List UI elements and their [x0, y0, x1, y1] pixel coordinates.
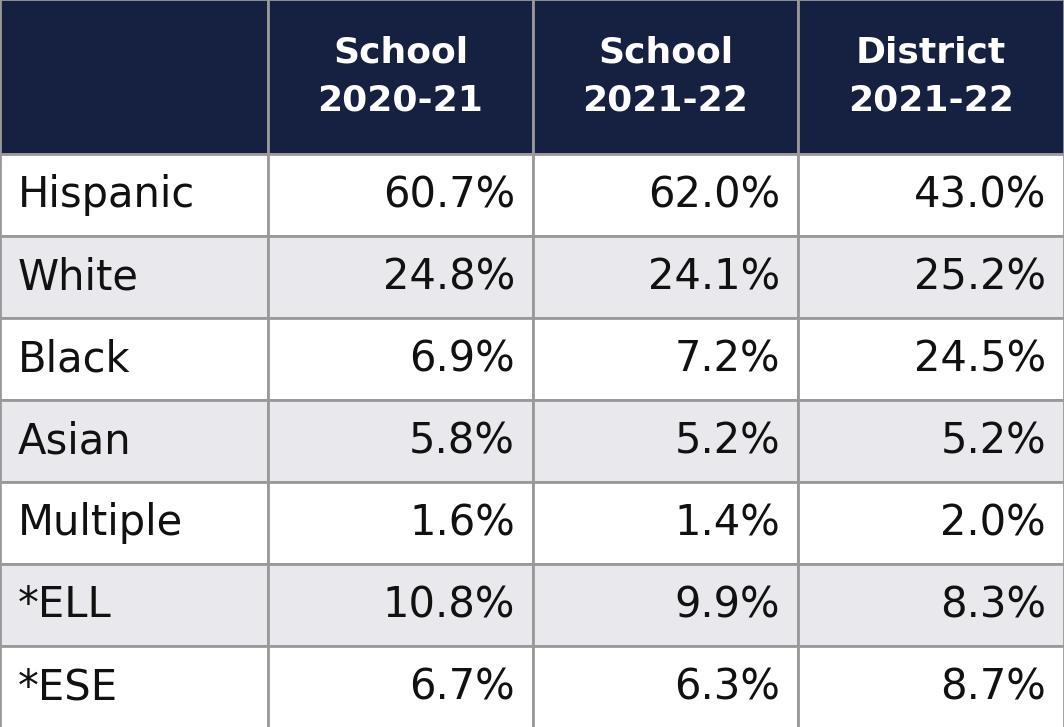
Bar	[268, 646, 533, 727]
Bar	[0, 236, 268, 318]
Bar	[0, 564, 268, 646]
Bar	[0, 400, 268, 482]
Text: 60.7%: 60.7%	[383, 174, 515, 216]
Bar	[0, 0, 268, 154]
Text: 2.0%: 2.0%	[941, 502, 1046, 544]
Bar	[798, 400, 1064, 482]
Bar	[798, 564, 1064, 646]
Bar	[798, 0, 1064, 154]
Text: 1.6%: 1.6%	[410, 502, 515, 544]
Text: 43.0%: 43.0%	[914, 174, 1046, 216]
Text: 24.1%: 24.1%	[648, 256, 780, 298]
Text: 24.8%: 24.8%	[383, 256, 515, 298]
Bar	[268, 0, 533, 154]
Bar	[533, 236, 798, 318]
Text: District
2021-22: District 2021-22	[848, 36, 1014, 117]
Bar	[268, 564, 533, 646]
Text: White: White	[18, 256, 139, 298]
Bar	[798, 646, 1064, 727]
Bar	[533, 154, 798, 236]
Text: Black: Black	[18, 338, 131, 380]
Text: 6.7%: 6.7%	[410, 666, 515, 708]
Text: 1.4%: 1.4%	[675, 502, 780, 544]
Bar	[533, 400, 798, 482]
Bar	[0, 154, 268, 236]
Bar	[798, 318, 1064, 400]
Bar	[533, 482, 798, 564]
Bar	[0, 482, 268, 564]
Bar	[533, 564, 798, 646]
Text: 9.9%: 9.9%	[675, 584, 780, 626]
Text: 6.3%: 6.3%	[675, 666, 780, 708]
Bar	[533, 646, 798, 727]
Text: 62.0%: 62.0%	[648, 174, 780, 216]
Text: School
2020-21: School 2020-21	[317, 36, 483, 117]
Bar	[533, 0, 798, 154]
Text: 10.8%: 10.8%	[383, 584, 515, 626]
Bar	[268, 236, 533, 318]
Bar	[798, 482, 1064, 564]
Text: Asian: Asian	[18, 420, 132, 462]
Bar	[0, 646, 268, 727]
Bar	[798, 154, 1064, 236]
Text: 6.9%: 6.9%	[410, 338, 515, 380]
Text: 8.3%: 8.3%	[940, 584, 1046, 626]
Bar	[268, 400, 533, 482]
Text: 24.5%: 24.5%	[914, 338, 1046, 380]
Text: Hispanic: Hispanic	[18, 174, 196, 216]
Text: 5.8%: 5.8%	[410, 420, 515, 462]
Bar	[268, 154, 533, 236]
Text: *ELL: *ELL	[18, 584, 112, 626]
Text: 7.2%: 7.2%	[675, 338, 780, 380]
Text: 5.2%: 5.2%	[941, 420, 1046, 462]
Bar	[268, 318, 533, 400]
Bar	[533, 318, 798, 400]
Bar	[798, 236, 1064, 318]
Text: 25.2%: 25.2%	[914, 256, 1046, 298]
Bar	[268, 482, 533, 564]
Text: School
2021-22: School 2021-22	[583, 36, 748, 117]
Text: Multiple: Multiple	[18, 502, 183, 544]
Text: *ESE: *ESE	[18, 666, 118, 708]
Bar	[0, 318, 268, 400]
Text: 5.2%: 5.2%	[675, 420, 780, 462]
Text: 8.7%: 8.7%	[941, 666, 1046, 708]
